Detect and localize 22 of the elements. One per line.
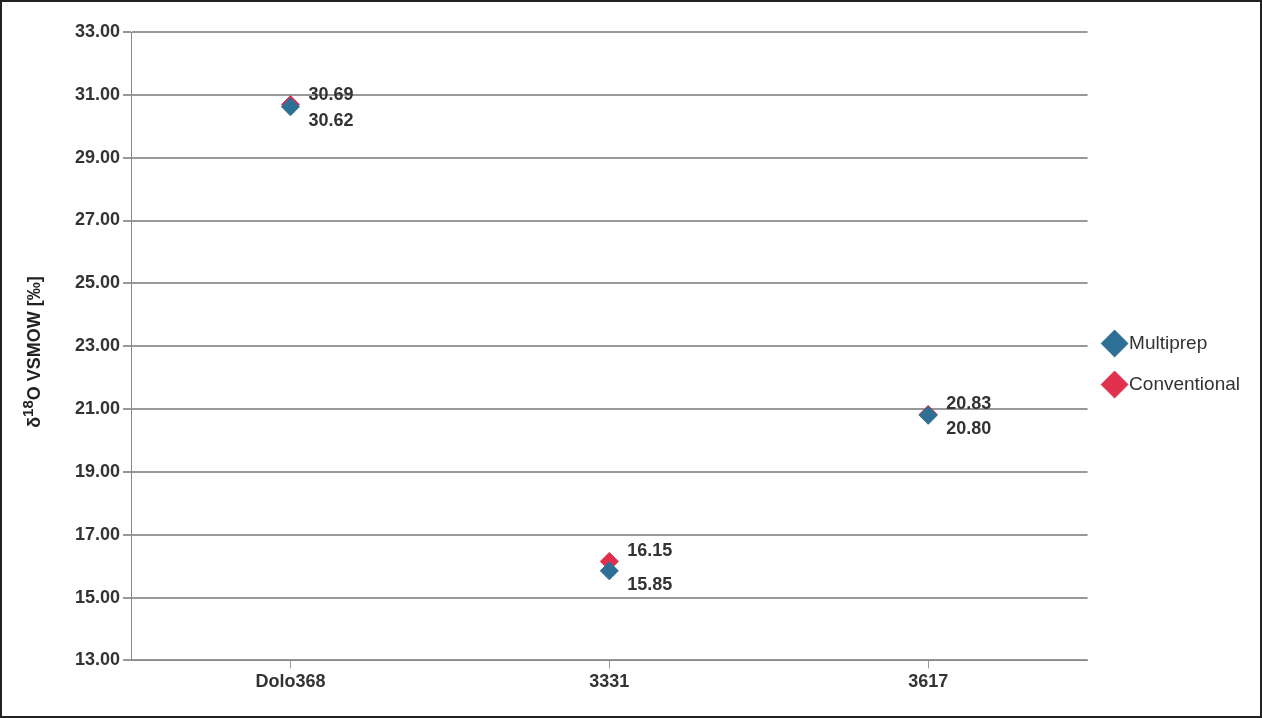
- y-tick-label: 31.00: [75, 83, 121, 104]
- y-tick-label: 25.00: [75, 272, 121, 293]
- data-label: 30.62: [308, 109, 354, 130]
- y-tick-label: 19.00: [75, 460, 121, 481]
- y-tick-label: 29.00: [75, 146, 121, 167]
- data-label: 20.83: [946, 393, 992, 414]
- x-tick-label: 3617: [908, 671, 949, 692]
- data-label: 15.85: [627, 573, 673, 594]
- x-tick-label: 3331: [589, 671, 630, 692]
- y-tick-label: 17.00: [75, 523, 121, 544]
- data-label: 20.80: [946, 418, 992, 439]
- y-tick-label: 27.00: [75, 209, 121, 230]
- x-tick-label: Dolo368: [255, 671, 326, 692]
- y-tick-label: 21.00: [75, 398, 121, 419]
- y-tick-label: 13.00: [75, 649, 121, 670]
- y-tick-label: 33.00: [75, 20, 121, 41]
- legend-label: Conventional: [1129, 372, 1241, 394]
- data-label: 30.69: [308, 83, 354, 104]
- y-tick-label: 23.00: [75, 335, 121, 356]
- legend-label: Multiprep: [1129, 331, 1208, 353]
- data-label: 16.15: [627, 540, 673, 561]
- y-tick-label: 15.00: [75, 586, 121, 607]
